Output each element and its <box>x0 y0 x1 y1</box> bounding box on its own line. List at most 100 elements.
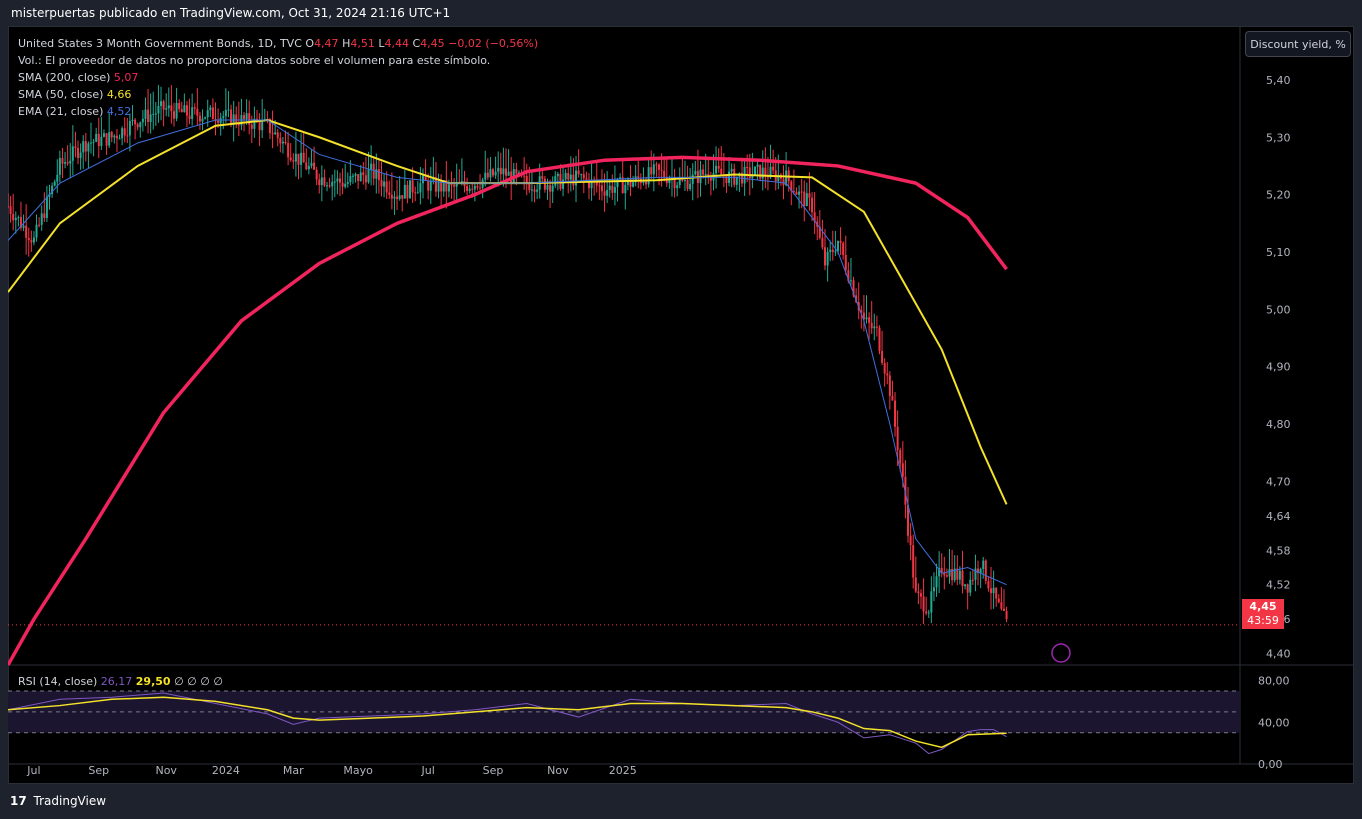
unit-button[interactable]: Discount yield, % <box>1245 31 1351 57</box>
close-value: 4,45 <box>420 37 445 50</box>
candle-body <box>616 178 619 188</box>
candle-body <box>289 157 292 161</box>
chart-canvas[interactable]: 5,40 5,30 5,20 5,10 5,00 4,90 4,80 4,70 4,64 4,58… <box>8 26 1354 784</box>
candle-body <box>479 187 482 189</box>
candle-body <box>746 166 749 168</box>
candle-body <box>341 182 344 187</box>
candle-body <box>380 180 383 187</box>
candle-body <box>445 179 448 192</box>
sma200-label: SMA (200, close) <box>18 71 111 84</box>
candle-body <box>313 162 316 170</box>
tradingview-logo-icon[interactable]: 17 <box>10 794 27 808</box>
time-tick-label: Nov <box>155 764 177 777</box>
candle-body <box>984 560 987 581</box>
candle-body <box>951 569 954 581</box>
sma200-row[interactable]: SMA (200, close) 5,07 <box>18 69 538 86</box>
rsi-legend[interactable]: RSI (14, close) 26,17 29,50 ∅ ∅ ∅ ∅ <box>18 675 223 688</box>
candle-body <box>12 213 15 221</box>
candle-body <box>22 225 25 228</box>
candle-body <box>27 237 30 241</box>
footer: 17 TradingView <box>10 794 106 808</box>
chart-legend: United States 3 Month Government Bonds, … <box>18 35 538 120</box>
candle-body <box>504 168 507 176</box>
price-tick-label: 4,40 <box>1266 648 1291 661</box>
candle-body <box>139 122 142 128</box>
candle-body <box>484 172 487 180</box>
candle-body <box>626 179 629 185</box>
candle-body <box>14 217 17 221</box>
candle-body <box>507 171 510 176</box>
candle-body <box>154 113 157 115</box>
candle-body <box>201 118 204 122</box>
time-tick-label: Mayo <box>343 764 373 777</box>
candle-body <box>71 146 74 161</box>
bar-countdown: 43:59 <box>1247 614 1279 627</box>
candle-body <box>338 178 341 183</box>
candle-body <box>227 109 230 111</box>
candle-body <box>398 195 401 200</box>
candle-body <box>268 119 271 134</box>
candle-body <box>486 172 489 178</box>
price-tick-label: 4,70 <box>1266 475 1291 488</box>
candle-body <box>927 612 930 614</box>
candle-body <box>191 107 194 119</box>
rsi-tick-label: 80,00 <box>1258 675 1290 688</box>
candle-body <box>536 189 539 192</box>
candle-body <box>359 172 362 182</box>
candle-body <box>1005 611 1008 620</box>
candle-body <box>489 169 492 178</box>
candle-body <box>274 132 277 135</box>
candle-body <box>751 174 754 179</box>
candle-body <box>567 173 570 180</box>
candle-body <box>873 326 876 329</box>
candle-body <box>434 177 437 192</box>
candle-body <box>367 169 370 183</box>
candle-body <box>385 181 388 193</box>
candle-body <box>953 568 956 581</box>
candle-body <box>839 240 842 243</box>
candle-body <box>499 167 502 175</box>
candle-body <box>543 178 546 190</box>
sma50-row[interactable]: SMA (50, close) 4,66 <box>18 86 538 103</box>
candle-body <box>888 375 891 396</box>
candle-body <box>632 182 635 187</box>
candle-body <box>440 181 443 192</box>
candle-body <box>883 362 886 374</box>
time-tick-label: Nov <box>547 764 569 777</box>
price-tick-label: 4,52 <box>1266 579 1291 592</box>
candle-body <box>403 184 406 199</box>
candle-body <box>777 174 780 182</box>
candle-body <box>172 111 175 119</box>
candle-body <box>634 176 637 183</box>
candle-body <box>393 196 396 199</box>
candle-body <box>492 169 495 176</box>
symbol-title[interactable]: United States 3 Month Government Bonds, … <box>18 37 302 50</box>
candle-body <box>881 351 884 363</box>
high-value: 4,51 <box>350 37 375 50</box>
candle-body <box>870 322 873 329</box>
candle-body <box>217 120 220 123</box>
high-label: H <box>342 37 351 50</box>
ma-line-ema <box>8 119 1007 586</box>
candle-body <box>922 596 925 612</box>
candle-body <box>421 175 424 184</box>
candle-body <box>105 133 108 146</box>
candle-body <box>471 188 474 190</box>
last-price-value: 4,45 <box>1249 600 1277 613</box>
candle-body <box>102 133 105 137</box>
candle-body <box>694 170 697 175</box>
candle-body <box>419 183 422 193</box>
candle-body <box>196 108 199 116</box>
ema21-row[interactable]: EMA (21, close) 4,52 <box>18 103 538 120</box>
candle-body <box>1000 602 1003 609</box>
candle-body <box>409 180 412 199</box>
candle-body <box>587 179 590 189</box>
candle-body <box>995 587 998 599</box>
candle-body <box>38 224 41 226</box>
candle-body <box>276 132 279 138</box>
ema21-value: 4,52 <box>106 105 132 118</box>
candle-body <box>551 185 554 192</box>
candle-body <box>473 185 476 190</box>
time-tick-label: Sep <box>483 764 504 777</box>
candle-body <box>468 188 471 191</box>
